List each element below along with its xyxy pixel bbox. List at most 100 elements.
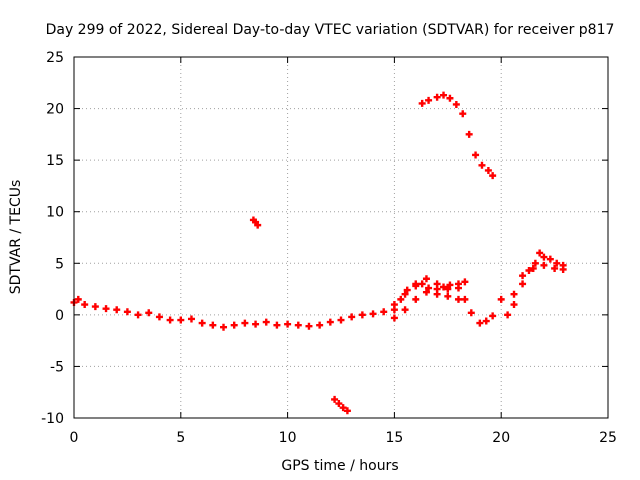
data-point — [412, 280, 420, 288]
data-point — [519, 272, 527, 280]
data-point — [316, 321, 324, 329]
data-point — [454, 280, 462, 288]
data-point — [444, 292, 452, 300]
data-point — [510, 290, 518, 298]
data-point — [525, 267, 533, 275]
data-point — [467, 309, 475, 317]
data-point — [254, 221, 262, 229]
data-point — [425, 96, 433, 104]
axis-ticks: 0 5 10 15 20 25 -10 -5 0 5 10 15 20 25 — [41, 50, 617, 446]
data-point — [440, 91, 448, 99]
data-point — [482, 317, 490, 325]
data-point — [390, 314, 398, 322]
x-tick-label: 25 — [599, 430, 617, 446]
data-point — [433, 93, 441, 101]
data-point — [241, 319, 249, 327]
data-point — [358, 311, 366, 319]
data-point — [326, 318, 334, 326]
data-point — [425, 284, 433, 292]
data-point — [540, 253, 548, 261]
x-tick-label: 15 — [385, 430, 403, 446]
grid-lines — [74, 57, 608, 418]
data-point — [559, 265, 567, 273]
data-point — [422, 275, 430, 283]
data-point — [209, 321, 217, 329]
x-tick-label: 20 — [492, 430, 510, 446]
data-point — [452, 100, 460, 108]
data-point — [444, 285, 452, 293]
isolated-segment-negative — [331, 395, 351, 415]
data-point — [418, 99, 426, 107]
data-point — [497, 295, 505, 303]
data-point — [262, 318, 270, 326]
upper-arc — [418, 91, 497, 180]
data-point — [478, 161, 486, 169]
x-tick-label: 5 — [176, 430, 185, 446]
data-point — [540, 261, 548, 269]
data-point — [401, 306, 409, 314]
y-tick-label: 5 — [55, 256, 64, 272]
late-trace — [504, 249, 567, 319]
data-point — [155, 313, 163, 321]
data-point — [348, 313, 356, 321]
y-tick-label: 20 — [46, 102, 64, 118]
data-point — [91, 303, 99, 311]
data-point — [476, 319, 484, 327]
data-point — [331, 395, 339, 403]
data-point — [339, 404, 347, 412]
data-point — [177, 316, 185, 324]
data-point — [252, 320, 260, 328]
data-point — [461, 295, 469, 303]
data-point — [294, 321, 302, 329]
late-trace-lower — [510, 261, 567, 309]
data-point — [145, 309, 153, 317]
data-point — [284, 320, 292, 328]
data-point — [546, 255, 554, 263]
data-point — [440, 283, 448, 291]
data-point — [134, 311, 142, 319]
data-point — [273, 321, 281, 329]
data-point — [305, 322, 313, 330]
data-point — [510, 301, 518, 309]
data-point — [220, 323, 228, 331]
y-tick-label: 15 — [46, 153, 64, 169]
data-point — [337, 316, 345, 324]
y-tick-label: -5 — [50, 359, 64, 375]
data-point — [422, 288, 430, 296]
data-point — [459, 110, 467, 118]
data-point — [531, 259, 539, 267]
data-point — [454, 295, 462, 303]
y-axis-label: SDTVAR / TECUs — [8, 180, 24, 295]
data-point — [187, 315, 195, 323]
x-tick-label: 10 — [279, 430, 297, 446]
data-point — [397, 295, 405, 303]
data-point — [461, 278, 469, 286]
data-point — [230, 321, 238, 329]
data-point — [113, 306, 121, 314]
data-point — [504, 311, 512, 319]
data-point — [536, 249, 544, 257]
data-point — [489, 312, 497, 320]
y-tick-label: 10 — [46, 205, 64, 221]
data-point — [401, 290, 409, 298]
data-point — [553, 259, 561, 267]
x-axis-label: GPS time / hours — [281, 458, 398, 474]
data-point — [472, 151, 480, 159]
main-trace-lower-branch — [390, 288, 462, 322]
data-point — [390, 301, 398, 309]
main-trace-upper-branch — [390, 275, 469, 309]
data-point — [343, 407, 351, 415]
data-point — [198, 319, 206, 327]
data-points — [70, 91, 567, 415]
data-point — [403, 286, 411, 294]
data-point — [433, 280, 441, 288]
data-point — [335, 400, 343, 408]
data-point — [484, 166, 492, 174]
data-point — [102, 305, 110, 313]
y-tick-label: 0 — [55, 308, 64, 324]
data-point — [551, 264, 559, 272]
x-tick-label: 0 — [70, 430, 79, 446]
data-point — [489, 172, 497, 180]
